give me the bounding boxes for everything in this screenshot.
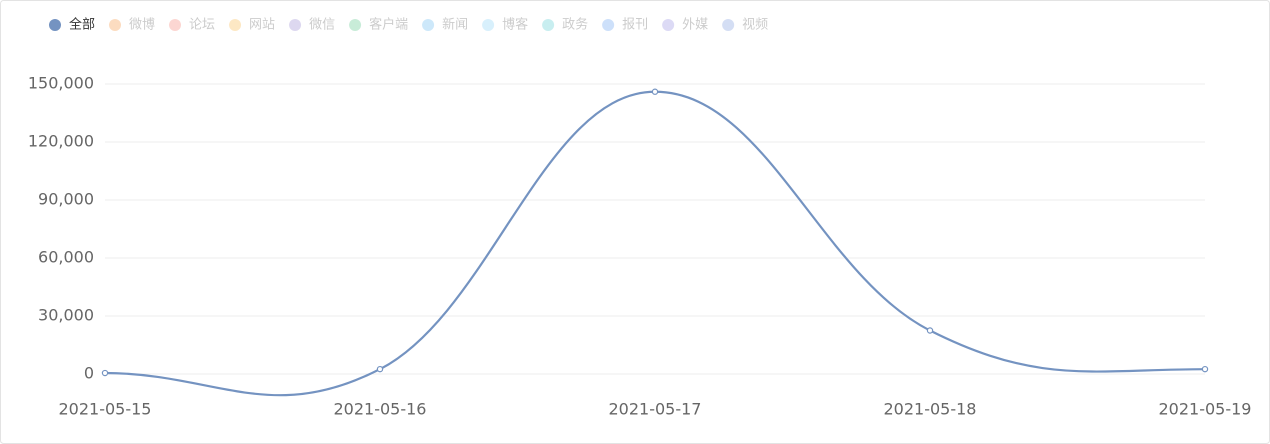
legend-label[interactable]: 网站 bbox=[249, 18, 275, 33]
legend-label[interactable]: 论坛 bbox=[189, 18, 215, 33]
legend-marker[interactable] bbox=[422, 19, 435, 31]
y-tick-label: 90,000 bbox=[38, 190, 94, 209]
x-tick-label: 2021-05-17 bbox=[609, 400, 702, 419]
x-tick-label: 2021-05-18 bbox=[884, 400, 977, 419]
data-point bbox=[1201, 365, 1209, 373]
legend-label[interactable]: 客户端 bbox=[369, 17, 408, 33]
data-point bbox=[101, 369, 109, 377]
y-tick-label: 60,000 bbox=[38, 248, 94, 267]
legend-label[interactable]: 视频 bbox=[742, 18, 768, 33]
data-point bbox=[926, 327, 934, 334]
x-tick-label: 2021-05-19 bbox=[1159, 400, 1252, 419]
x-tick-label: 2021-05-16 bbox=[334, 400, 427, 419]
legend-marker[interactable] bbox=[289, 19, 302, 31]
legend-marker[interactable] bbox=[49, 19, 61, 31]
legend-marker[interactable] bbox=[229, 19, 242, 31]
legend-marker[interactable] bbox=[602, 19, 615, 31]
legend-marker[interactable] bbox=[349, 19, 362, 31]
legend-marker[interactable] bbox=[109, 19, 122, 31]
y-tick-label: 150,000 bbox=[28, 74, 94, 93]
legend-label[interactable]: 新闻 bbox=[442, 17, 468, 33]
data-point bbox=[651, 88, 659, 95]
legend-label[interactable]: 博客 bbox=[502, 17, 528, 33]
legend-label[interactable]: 全部 bbox=[69, 17, 95, 33]
legend-label[interactable]: 微博 bbox=[129, 18, 155, 33]
legend-marker[interactable] bbox=[542, 19, 555, 31]
legend-marker[interactable] bbox=[482, 19, 495, 31]
y-tick-label: 0 bbox=[84, 364, 94, 383]
legend-label[interactable]: 政务 bbox=[562, 17, 588, 33]
legend-marker[interactable] bbox=[662, 19, 675, 31]
legend-label[interactable]: 外媒 bbox=[682, 18, 708, 33]
legend-label[interactable]: 微信 bbox=[309, 18, 335, 33]
legend-label[interactable]: 报刊 bbox=[622, 18, 648, 33]
x-tick-label: 2021-05-15 bbox=[59, 400, 152, 419]
data-point bbox=[376, 365, 384, 373]
legend-marker[interactable] bbox=[169, 19, 182, 31]
y-tick-label: 120,000 bbox=[28, 132, 94, 151]
legend-marker[interactable] bbox=[722, 19, 735, 31]
y-tick-label: 30,000 bbox=[38, 306, 94, 325]
